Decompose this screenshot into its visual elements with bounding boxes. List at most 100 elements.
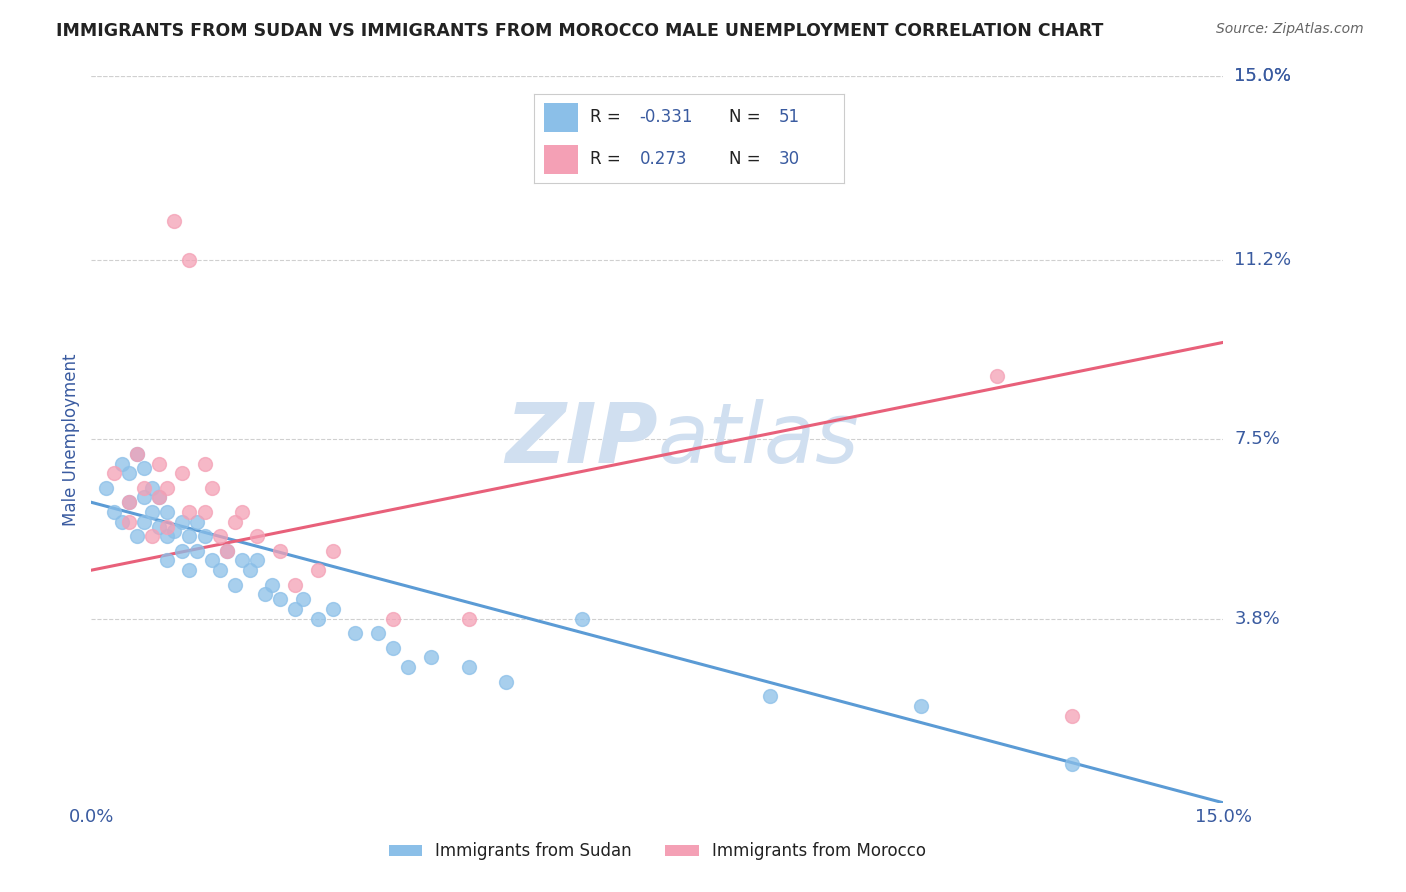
Point bbox=[284, 602, 307, 616]
Point bbox=[253, 587, 276, 601]
Point bbox=[134, 481, 156, 495]
Point bbox=[186, 543, 208, 558]
Point bbox=[118, 495, 141, 509]
Point bbox=[179, 505, 201, 519]
Point bbox=[134, 461, 156, 475]
Point bbox=[148, 491, 170, 505]
Point bbox=[118, 495, 141, 509]
Point bbox=[125, 529, 148, 543]
Point bbox=[344, 626, 367, 640]
Point bbox=[193, 529, 217, 543]
Point bbox=[307, 612, 329, 626]
Point bbox=[457, 660, 479, 674]
Point bbox=[217, 543, 239, 558]
Point bbox=[201, 553, 224, 567]
Point bbox=[163, 214, 186, 228]
Point bbox=[269, 592, 291, 607]
Point bbox=[179, 529, 201, 543]
Point bbox=[156, 505, 179, 519]
Point bbox=[495, 674, 517, 689]
Point bbox=[322, 543, 344, 558]
Point bbox=[179, 563, 201, 577]
Text: 11.2%: 11.2% bbox=[1234, 251, 1292, 269]
Point bbox=[571, 612, 593, 626]
Point bbox=[910, 698, 932, 713]
Point bbox=[382, 612, 405, 626]
Text: 15.0%: 15.0% bbox=[1234, 67, 1291, 85]
Point bbox=[759, 689, 782, 703]
Point bbox=[141, 505, 163, 519]
Point bbox=[156, 519, 179, 533]
Text: 30: 30 bbox=[779, 150, 800, 169]
Point bbox=[134, 491, 156, 505]
Point bbox=[170, 543, 193, 558]
Point bbox=[118, 467, 141, 481]
Point bbox=[224, 515, 246, 529]
Point bbox=[269, 543, 291, 558]
Point bbox=[284, 578, 307, 592]
Point bbox=[291, 592, 314, 607]
Text: Source: ZipAtlas.com: Source: ZipAtlas.com bbox=[1216, 22, 1364, 37]
Text: 7.5%: 7.5% bbox=[1234, 430, 1281, 449]
Point bbox=[148, 457, 170, 471]
Point bbox=[986, 369, 1008, 384]
Point bbox=[246, 553, 269, 567]
Point bbox=[110, 515, 132, 529]
Point bbox=[125, 447, 148, 461]
Point bbox=[141, 481, 163, 495]
Point bbox=[239, 563, 262, 577]
Text: -0.331: -0.331 bbox=[640, 108, 693, 127]
Point bbox=[322, 602, 344, 616]
Point bbox=[186, 515, 208, 529]
Point bbox=[156, 529, 179, 543]
Point bbox=[208, 563, 231, 577]
Point bbox=[148, 491, 170, 505]
Text: 51: 51 bbox=[779, 108, 800, 127]
Point bbox=[134, 515, 156, 529]
Point bbox=[103, 467, 125, 481]
Point bbox=[1062, 757, 1084, 772]
Point bbox=[224, 578, 246, 592]
Point bbox=[141, 529, 163, 543]
Point bbox=[110, 457, 132, 471]
Point bbox=[1062, 708, 1084, 723]
Point bbox=[201, 481, 224, 495]
Point bbox=[208, 529, 231, 543]
Point bbox=[382, 640, 405, 655]
Point bbox=[170, 515, 193, 529]
Point bbox=[367, 626, 389, 640]
Point bbox=[396, 660, 419, 674]
FancyBboxPatch shape bbox=[544, 103, 578, 132]
Point bbox=[231, 553, 253, 567]
Point bbox=[217, 543, 239, 558]
Point bbox=[419, 650, 441, 665]
Text: 0.273: 0.273 bbox=[640, 150, 688, 169]
Point bbox=[148, 519, 170, 533]
Text: N =: N = bbox=[730, 150, 766, 169]
Legend: Immigrants from Sudan, Immigrants from Morocco: Immigrants from Sudan, Immigrants from M… bbox=[382, 836, 932, 867]
Text: 3.8%: 3.8% bbox=[1234, 609, 1279, 628]
Point bbox=[193, 505, 217, 519]
Point bbox=[231, 505, 253, 519]
Point bbox=[179, 252, 201, 267]
Point bbox=[156, 481, 179, 495]
Text: N =: N = bbox=[730, 108, 766, 127]
Point bbox=[262, 578, 284, 592]
Text: IMMIGRANTS FROM SUDAN VS IMMIGRANTS FROM MOROCCO MALE UNEMPLOYMENT CORRELATION C: IMMIGRANTS FROM SUDAN VS IMMIGRANTS FROM… bbox=[56, 22, 1104, 40]
Text: ZIP: ZIP bbox=[505, 399, 657, 480]
Point bbox=[163, 524, 186, 539]
Y-axis label: Male Unemployment: Male Unemployment bbox=[62, 353, 80, 525]
Point bbox=[307, 563, 329, 577]
Text: 15.0%: 15.0% bbox=[1234, 67, 1291, 85]
Text: R =: R = bbox=[591, 108, 626, 127]
Point bbox=[96, 481, 118, 495]
Point bbox=[170, 467, 193, 481]
Text: atlas: atlas bbox=[657, 399, 859, 480]
Point bbox=[246, 529, 269, 543]
FancyBboxPatch shape bbox=[544, 145, 578, 174]
Point bbox=[103, 505, 125, 519]
Point bbox=[457, 612, 479, 626]
Point bbox=[125, 447, 148, 461]
Point bbox=[156, 553, 179, 567]
Point bbox=[118, 515, 141, 529]
